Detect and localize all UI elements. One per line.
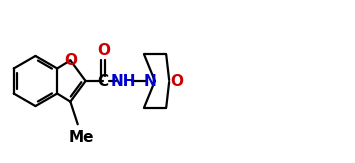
Text: O: O [97, 43, 110, 58]
Text: NH: NH [110, 74, 136, 89]
Text: O: O [64, 53, 77, 68]
Text: Me: Me [69, 130, 94, 145]
Text: C: C [98, 74, 109, 89]
Text: O: O [170, 74, 184, 89]
Text: N: N [144, 74, 157, 89]
